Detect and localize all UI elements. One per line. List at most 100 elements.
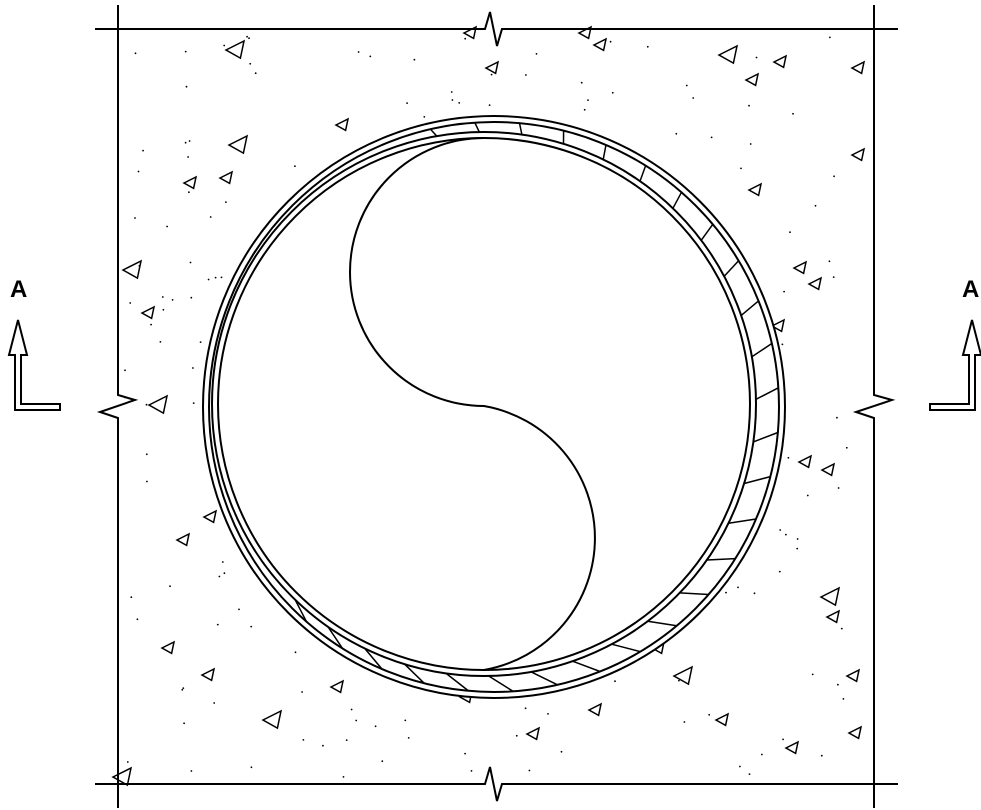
aggregate-dot (181, 688, 184, 691)
aggregate-triangle (714, 712, 730, 727)
aggregate-triangle (484, 60, 500, 75)
aggregate-triangle (850, 60, 866, 75)
aggregate-triangle (577, 25, 593, 40)
aggregate-dot (145, 403, 148, 406)
aggregate-dot (796, 547, 799, 550)
aggregate-triangle (672, 665, 694, 686)
aggregate-triangle (111, 766, 133, 787)
aggregate-dot (755, 56, 758, 59)
aggregate-triangle (147, 394, 169, 415)
sealant-hatch-stroke (740, 300, 759, 316)
aggregate-dot (515, 734, 518, 737)
aggregate-dot (609, 40, 612, 43)
aggregate-dot (207, 278, 210, 281)
aggregate-dot (302, 739, 305, 741)
top-edge-break-line (95, 11, 898, 47)
aggregate-dot (238, 608, 240, 611)
aggregate-dot (748, 773, 751, 775)
aggregate-dot (150, 323, 153, 326)
aggregate-dot (146, 480, 148, 483)
aggregate-dot (213, 702, 216, 704)
section-marker-left: A (7, 276, 61, 411)
sealant-hatch-stroke (672, 191, 683, 209)
aggregate-dot (250, 766, 253, 769)
aggregate-dot (646, 45, 649, 48)
aggregate-triangle (200, 667, 216, 682)
section-arrow-left (7, 319, 61, 411)
aggregate-dot (814, 204, 817, 207)
aggregate-dot (223, 44, 226, 47)
aggregate-dot (166, 225, 169, 228)
aggregate-dot (134, 217, 136, 219)
aggregate-dot (188, 140, 191, 142)
aggregate-dot (129, 302, 132, 304)
aggregate-dot (820, 754, 823, 757)
sealant-hatch-stroke (572, 660, 601, 673)
aggregate-dot (183, 722, 186, 725)
aggregate-dot (124, 396, 126, 399)
aggregate-triangle (772, 54, 788, 69)
aggregate-triangle (807, 276, 823, 291)
aggregate-dot (840, 627, 843, 630)
pipe-outer-circle (211, 131, 757, 677)
aggregate-dot (583, 108, 586, 111)
aggregate-dot (404, 719, 407, 722)
aggregate-dot (488, 104, 491, 106)
aggregate-dot (783, 290, 785, 293)
sealant-hatch-stroke (474, 122, 480, 133)
aggregate-dot (216, 623, 219, 626)
aggregate-dot (322, 744, 324, 747)
aggregate-dot (134, 52, 137, 55)
aggregate-dot (187, 156, 190, 158)
sleeve-outer-circle (202, 115, 786, 699)
aggregate-dot (423, 116, 426, 118)
sealant-hatch-stroke (679, 592, 709, 596)
aggregate-triangle (747, 182, 763, 197)
aggregate-dot (407, 737, 410, 739)
aggregate-dot (184, 141, 187, 144)
section-label-right: A (962, 276, 979, 303)
sealant-hatch-stroke (647, 620, 677, 627)
aggregate-dot (792, 112, 794, 115)
aggregate-dot (782, 738, 784, 741)
aggregate-dot (184, 50, 187, 53)
aggregate-triangle (218, 170, 234, 185)
aggregate-dot (357, 51, 360, 53)
aggregate-dot (221, 561, 224, 563)
aggregate-dot (753, 592, 756, 595)
aggregate-dot (560, 750, 563, 753)
aggregate-dot (374, 725, 377, 728)
aggregate-dot (528, 769, 531, 772)
sealant-hatch-stroke (728, 518, 757, 524)
aggregate-dot (190, 770, 193, 772)
right-edge-break-line (852, 5, 896, 808)
aggregate-dot (678, 679, 680, 682)
aggregate-triangle (744, 72, 760, 87)
sealant-hatch-stroke (611, 643, 641, 653)
aggregate-dot (535, 53, 538, 55)
aggregate-triangle (845, 668, 861, 683)
sealant-hatch-stroke (602, 144, 607, 160)
aggregate-triangle (227, 134, 249, 155)
aggregate-dot (413, 58, 416, 61)
aggregate-dot (842, 698, 845, 700)
sealant-hatch-stroke (753, 431, 779, 443)
sealant-hatch-stroke (488, 675, 514, 693)
sealant-hatch-stroke (723, 260, 740, 277)
aggregate-triangle (160, 640, 176, 655)
aggregate-dot (254, 72, 257, 75)
aggregate-triangle (797, 454, 813, 469)
aggregate-dot (580, 81, 583, 84)
aggregate-dot (342, 776, 345, 778)
aggregate-dot (683, 721, 686, 723)
section-arrow-right (929, 319, 981, 411)
aggregate-triangle (462, 25, 478, 40)
aggregate-triangle (224, 39, 246, 60)
aggregate-dot (145, 453, 148, 456)
aggregate-dot (789, 231, 791, 234)
sealant-hatch-stroke (755, 387, 779, 400)
aggregate-dot (169, 585, 171, 588)
aggregate-dot (450, 91, 453, 93)
aggregate-dot (130, 596, 133, 599)
aggregate-dot (209, 216, 212, 218)
